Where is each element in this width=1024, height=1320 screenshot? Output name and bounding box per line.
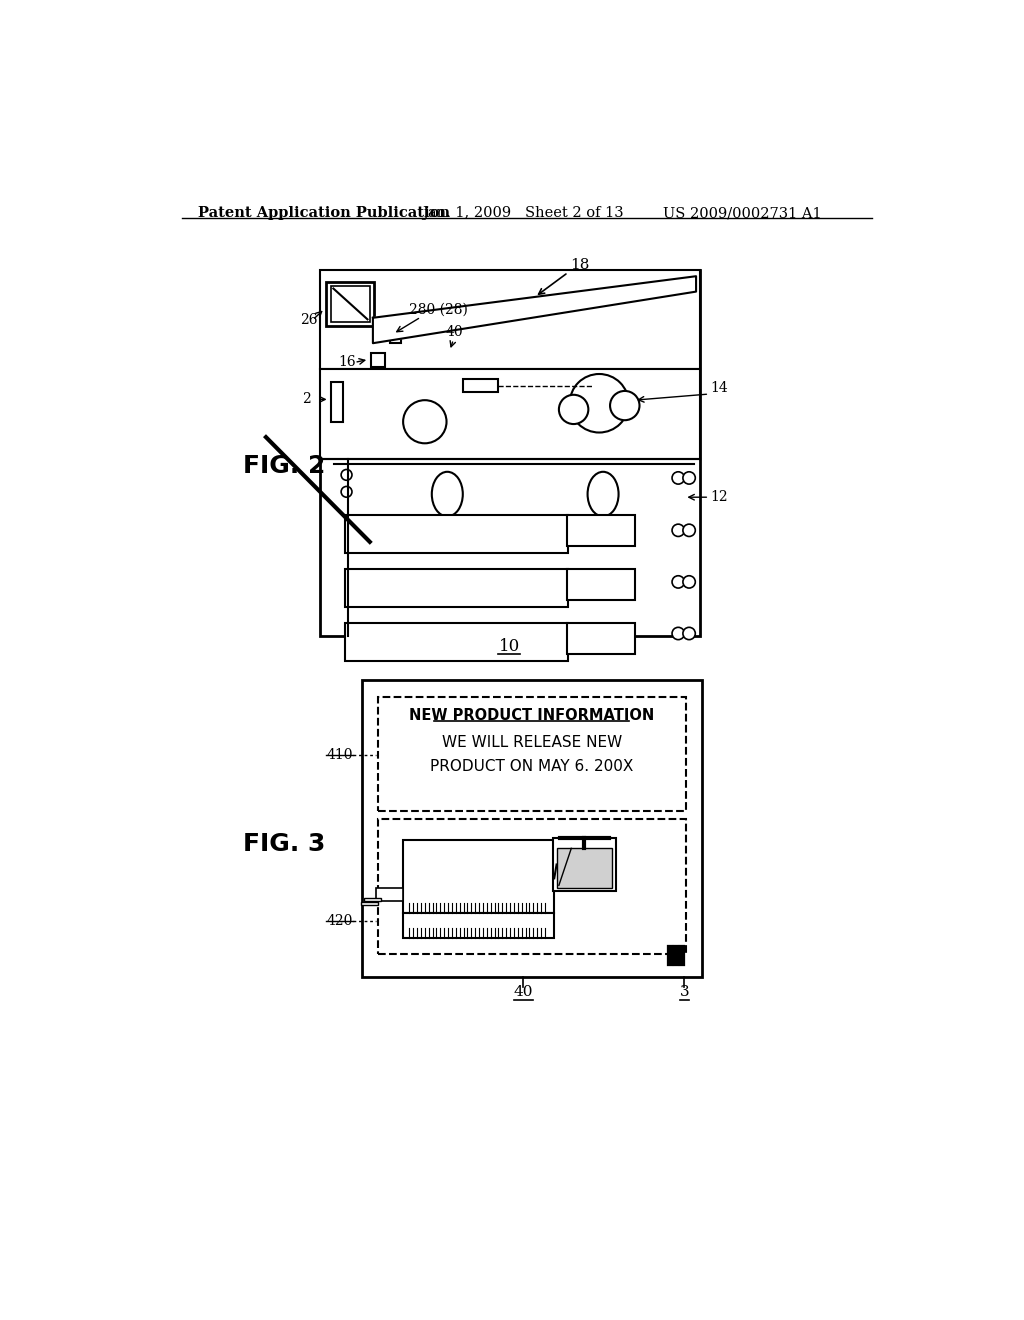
Bar [321,271,700,636]
Text: 280 (28): 280 (28) [409,302,467,317]
Bar [331,286,370,322]
Text: 16: 16 [339,355,356,370]
Text: 12: 12 [711,490,728,504]
Bar [345,515,568,553]
Polygon shape [373,276,696,343]
Bar [553,838,616,891]
Text: 3: 3 [680,985,689,999]
Circle shape [672,627,684,640]
Bar [566,623,635,653]
Text: Jan. 1, 2009   Sheet 2 of 13: Jan. 1, 2009 Sheet 2 of 13 [423,206,624,220]
Bar [371,354,385,367]
Text: 26: 26 [300,313,317,327]
Circle shape [672,471,684,484]
Bar [557,847,612,887]
Circle shape [341,487,352,498]
Bar [463,379,499,392]
Text: 410: 410 [327,748,353,762]
Text: US 2009/0002731 A1: US 2009/0002731 A1 [663,206,821,220]
Text: 14: 14 [711,381,728,395]
Bar [345,623,568,661]
Bar [331,381,343,422]
Ellipse shape [588,471,618,516]
Text: 2: 2 [302,392,311,407]
Bar [378,697,686,812]
Circle shape [341,470,352,480]
Circle shape [683,627,695,640]
Circle shape [559,395,589,424]
Text: PRODUCT ON MAY 6. 200X: PRODUCT ON MAY 6. 200X [430,759,634,775]
Bar [321,271,700,368]
Text: 420: 420 [327,913,353,928]
Text: 40: 40 [445,325,464,339]
Text: WE WILL RELEASE NEW: WE WILL RELEASE NEW [441,734,622,750]
Bar [566,569,635,599]
Bar [566,515,635,545]
Circle shape [672,576,684,589]
Bar [360,903,378,906]
Circle shape [683,576,695,589]
Circle shape [569,374,629,433]
Circle shape [610,391,640,420]
Bar [321,368,700,459]
Bar [390,333,400,343]
Bar [434,913,465,927]
Bar [365,898,381,900]
Bar [376,887,403,902]
Ellipse shape [432,471,463,516]
Bar [362,681,701,977]
Bar [403,913,554,937]
Text: FIG. 2: FIG. 2 [243,454,325,478]
Text: 40: 40 [513,985,534,999]
Circle shape [672,524,684,536]
Text: NEW PRODUCT INFORMATION: NEW PRODUCT INFORMATION [410,709,654,723]
Circle shape [683,471,695,484]
Text: 10: 10 [499,638,520,655]
Text: 18: 18 [569,257,589,272]
Text: Patent Application Publication: Patent Application Publication [198,206,450,220]
Bar [345,569,568,607]
Bar [327,281,375,326]
Circle shape [683,524,695,536]
Circle shape [403,400,446,444]
Bar [378,818,686,954]
Text: FIG. 3: FIG. 3 [243,832,325,855]
Bar [403,840,554,913]
